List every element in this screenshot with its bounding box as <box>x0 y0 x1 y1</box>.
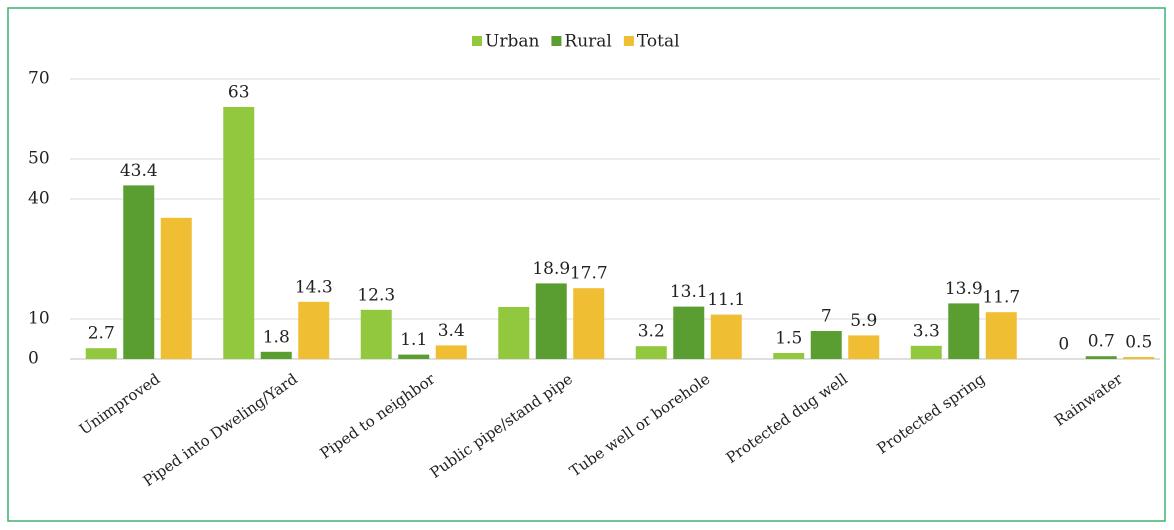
y-tick-label: 50 <box>28 149 50 169</box>
legend-swatch <box>472 36 482 46</box>
bar <box>85 348 117 359</box>
bar <box>360 309 392 359</box>
data-label: 0.7 <box>1088 332 1115 352</box>
bar <box>673 306 705 359</box>
data-label: 3.3 <box>913 321 940 341</box>
bar <box>298 301 330 359</box>
y-tick-label: 70 <box>28 69 50 89</box>
x-tick-label: Tube well or borehole <box>566 370 713 481</box>
bar <box>573 288 605 359</box>
data-label: 12.3 <box>357 285 395 305</box>
data-label: 17.7 <box>570 264 608 284</box>
data-label: 0 <box>1058 335 1069 355</box>
legend-label: Total <box>637 32 680 52</box>
legend-label: Urban <box>485 32 539 52</box>
x-tick-label: Unimproved <box>76 370 164 439</box>
bar <box>160 217 192 359</box>
y-tick-label: 40 <box>28 189 50 209</box>
y-tick-label: 10 <box>28 309 50 329</box>
bar <box>498 307 530 359</box>
bar <box>773 353 805 359</box>
data-label: 1.5 <box>775 329 802 349</box>
data-label: 1.1 <box>400 330 427 350</box>
bar <box>435 345 467 359</box>
bar <box>710 314 742 359</box>
data-label: 18.9 <box>532 259 570 279</box>
x-tick-label: Piped into Dweling/Yard <box>140 370 301 491</box>
bar <box>535 283 567 359</box>
x-tick-label: Protected spring <box>874 370 989 458</box>
bar <box>948 303 980 359</box>
data-label: 2.7 <box>88 324 115 344</box>
bar <box>985 312 1017 359</box>
bar <box>1085 356 1117 359</box>
data-label: 1.8 <box>263 327 290 347</box>
data-label: 43.4 <box>120 161 158 181</box>
data-label: 63 <box>228 83 250 103</box>
x-tick-label: Rainwater <box>1051 369 1127 429</box>
bar <box>223 107 255 359</box>
data-label: 13.1 <box>670 282 708 302</box>
data-label: 11.7 <box>982 288 1020 308</box>
bar <box>1123 357 1155 359</box>
data-label: 5.9 <box>850 311 877 331</box>
data-label: 14.3 <box>295 277 333 297</box>
frame <box>7 7 1166 522</box>
data-label: 7 <box>821 307 832 327</box>
legend-label: Rural <box>564 32 611 52</box>
x-tick-label: Public pipe/stand pipe <box>427 370 576 482</box>
data-label: 11.1 <box>707 290 745 310</box>
x-tick-label: Protected dug well <box>723 370 851 467</box>
bar <box>910 345 942 359</box>
bar <box>810 331 842 359</box>
y-tick-label: 0 <box>28 349 39 369</box>
bar <box>260 351 292 359</box>
bar <box>398 354 430 359</box>
data-label: 0.5 <box>1125 333 1152 353</box>
bar <box>848 335 880 359</box>
data-label: 3.2 <box>638 322 665 342</box>
data-label: 13.9 <box>945 279 983 299</box>
bar <box>123 185 155 359</box>
bar <box>635 346 667 359</box>
x-tick-label: Piped to neighbor <box>317 369 439 462</box>
data-label: 3.4 <box>438 321 465 341</box>
legend-swatch <box>623 36 634 46</box>
legend-swatch <box>551 36 562 46</box>
